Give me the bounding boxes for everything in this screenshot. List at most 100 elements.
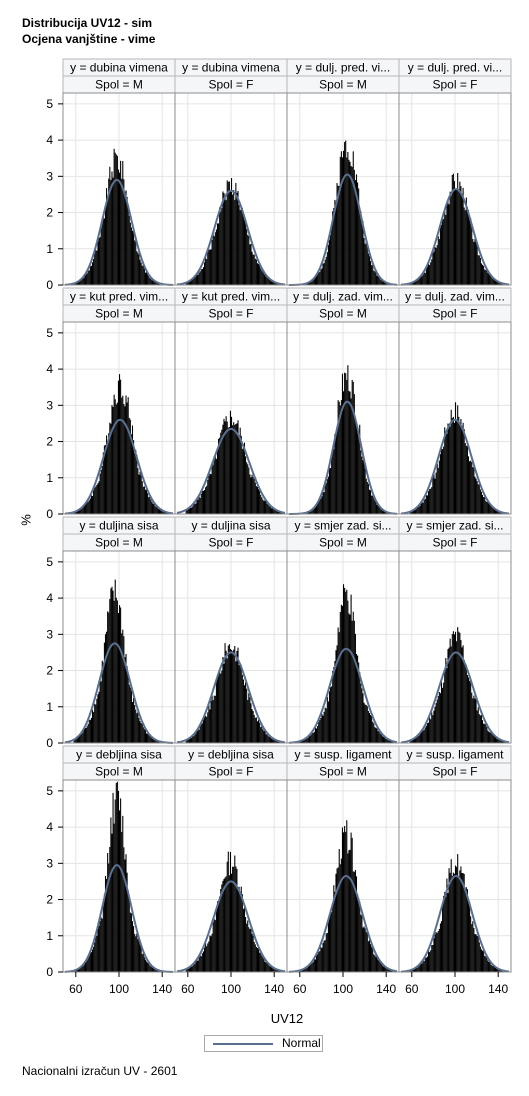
histogram-bar: [310, 963, 312, 972]
histogram-bar: [461, 873, 463, 972]
histogram-bar: [239, 210, 241, 285]
panel-header-sex-label: Spol = M: [319, 536, 367, 550]
histogram-bar: [479, 715, 481, 743]
histogram-bar: [266, 963, 268, 972]
histogram-bar: [256, 721, 258, 743]
x-tick-label: 140: [376, 982, 396, 996]
histogram-bar: [199, 497, 201, 514]
y-tick-label: 2: [46, 664, 53, 678]
histogram-bar: [357, 182, 359, 285]
histogram-bar: [460, 640, 462, 743]
histogram-bar: [146, 961, 148, 972]
histogram-bar: [461, 647, 463, 743]
histogram-bar: [148, 276, 150, 285]
histogram-bar: [272, 968, 274, 972]
histogram-bar: [240, 886, 242, 972]
histogram-bar: [321, 714, 323, 743]
histogram-bar: [266, 734, 268, 743]
histogram-bar: [375, 956, 377, 972]
histogram-bar: [225, 876, 227, 972]
histogram-bar: [341, 373, 343, 514]
histogram-bar: [188, 968, 190, 972]
histogram-bar: [412, 510, 414, 514]
histogram-bar: [489, 732, 491, 743]
histogram-bar: [390, 741, 392, 743]
histogram-bar: [438, 928, 440, 972]
histogram-bar: [226, 180, 228, 285]
histogram-bar: [236, 192, 238, 285]
histogram-bar: [278, 511, 280, 514]
histogram-bar: [276, 510, 278, 514]
histogram-bar: [349, 614, 351, 743]
panel-header-sex-label: Spol = F: [208, 78, 253, 92]
histogram-bar: [375, 727, 377, 743]
histogram-bar: [387, 739, 389, 743]
histogram-bar: [113, 600, 115, 743]
histogram-bar: [430, 950, 432, 972]
histogram-bar: [75, 970, 77, 972]
histogram-bar: [388, 739, 390, 743]
histogram-bar: [334, 661, 336, 743]
histogram-bar: [313, 508, 315, 514]
histogram-bar: [411, 740, 413, 743]
histogram-bar: [387, 969, 389, 972]
histogram-bar: [364, 243, 366, 285]
histogram-bar: [134, 933, 136, 972]
histogram-bar: [379, 279, 381, 285]
histogram-bar: [359, 901, 361, 972]
histogram-bar: [229, 648, 231, 743]
histogram-bar: [492, 278, 494, 285]
panel-13: y = debljina sisa Spol = M: [62, 745, 176, 973]
histogram-bar: [274, 509, 276, 514]
histogram-bar: [133, 926, 135, 972]
x-tick-label: 100: [445, 982, 465, 996]
histogram-bar: [134, 240, 136, 285]
histogram-bar: [242, 908, 244, 972]
histogram-bar: [391, 741, 393, 743]
histogram-bar: [306, 738, 308, 743]
histogram-bar: [416, 737, 418, 743]
histogram-bar: [160, 509, 162, 514]
histogram-bar: [452, 173, 454, 285]
histogram-bar: [198, 496, 200, 514]
histogram-bar: [154, 969, 156, 972]
histogram-bar: [85, 962, 87, 972]
panel-header-sex-label: Spol = F: [208, 536, 253, 550]
histogram-bar: [251, 709, 253, 743]
histogram-bar: [109, 422, 111, 514]
panel-header-sex-label: Spol = F: [208, 765, 253, 779]
histogram-bar: [150, 966, 152, 972]
histogram-bar: [264, 275, 266, 285]
histogram-bar: [328, 916, 331, 972]
histogram-bar: [442, 449, 444, 514]
histogram-bar: [446, 878, 448, 972]
histogram-bar: [267, 277, 269, 285]
histogram-bar: [189, 507, 192, 514]
histogram-bar: [162, 511, 164, 514]
histogram-bar: [461, 194, 463, 285]
histogram-bar: [311, 732, 313, 743]
histogram-bar: [83, 506, 85, 514]
histogram-bar: [500, 512, 502, 514]
histogram-bar: [423, 961, 425, 972]
histogram-bar: [97, 241, 99, 285]
histogram-bar: [307, 738, 309, 743]
histogram-bar: [324, 485, 326, 514]
histogram-bar: [455, 189, 457, 285]
panel-10: y = duljina sisa Spol = F: [174, 516, 288, 744]
histogram-bar: [421, 502, 423, 514]
histogram-bar: [449, 191, 451, 285]
histogram-bar: [490, 276, 492, 285]
histogram-bar: [208, 941, 210, 972]
histogram-bar: [472, 921, 474, 972]
histogram-bar: [486, 269, 488, 285]
histogram-bar: [189, 737, 192, 743]
histogram-bar: [301, 740, 304, 743]
legend: Normal: [204, 1035, 323, 1052]
histogram-bar: [424, 727, 426, 743]
histogram-bar: [381, 510, 383, 514]
histogram-bar: [122, 815, 124, 972]
histogram-bar: [456, 866, 458, 972]
histogram-bar: [446, 204, 448, 285]
y-tick-label: 4: [46, 362, 53, 376]
